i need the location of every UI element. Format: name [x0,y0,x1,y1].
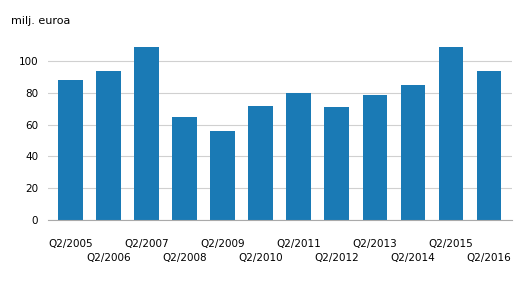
Text: Q2/2006: Q2/2006 [86,253,131,263]
Text: Q2/2015: Q2/2015 [428,239,473,249]
Text: Q2/2005: Q2/2005 [48,239,93,249]
Bar [249,106,273,220]
Text: Q2/2010: Q2/2010 [239,253,283,263]
Bar [286,93,311,220]
Text: milj. euroa: milj. euroa [11,16,70,26]
Bar [362,95,387,220]
Bar [58,80,83,220]
Bar [439,47,463,220]
Text: Q2/2008: Q2/2008 [162,253,207,263]
Bar [172,117,197,220]
Bar [400,85,425,220]
Bar [211,131,235,220]
Text: Q2/2007: Q2/2007 [124,239,169,249]
Text: Q2/2016: Q2/2016 [467,253,512,263]
Text: Q2/2012: Q2/2012 [314,253,359,263]
Bar [96,71,121,220]
Text: Q2/2014: Q2/2014 [390,253,435,263]
Text: Q2/2011: Q2/2011 [277,239,321,249]
Text: Q2/2013: Q2/2013 [352,239,397,249]
Text: Q2/2009: Q2/2009 [200,239,245,249]
Bar [324,107,349,220]
Bar [134,47,159,220]
Bar [477,71,501,220]
